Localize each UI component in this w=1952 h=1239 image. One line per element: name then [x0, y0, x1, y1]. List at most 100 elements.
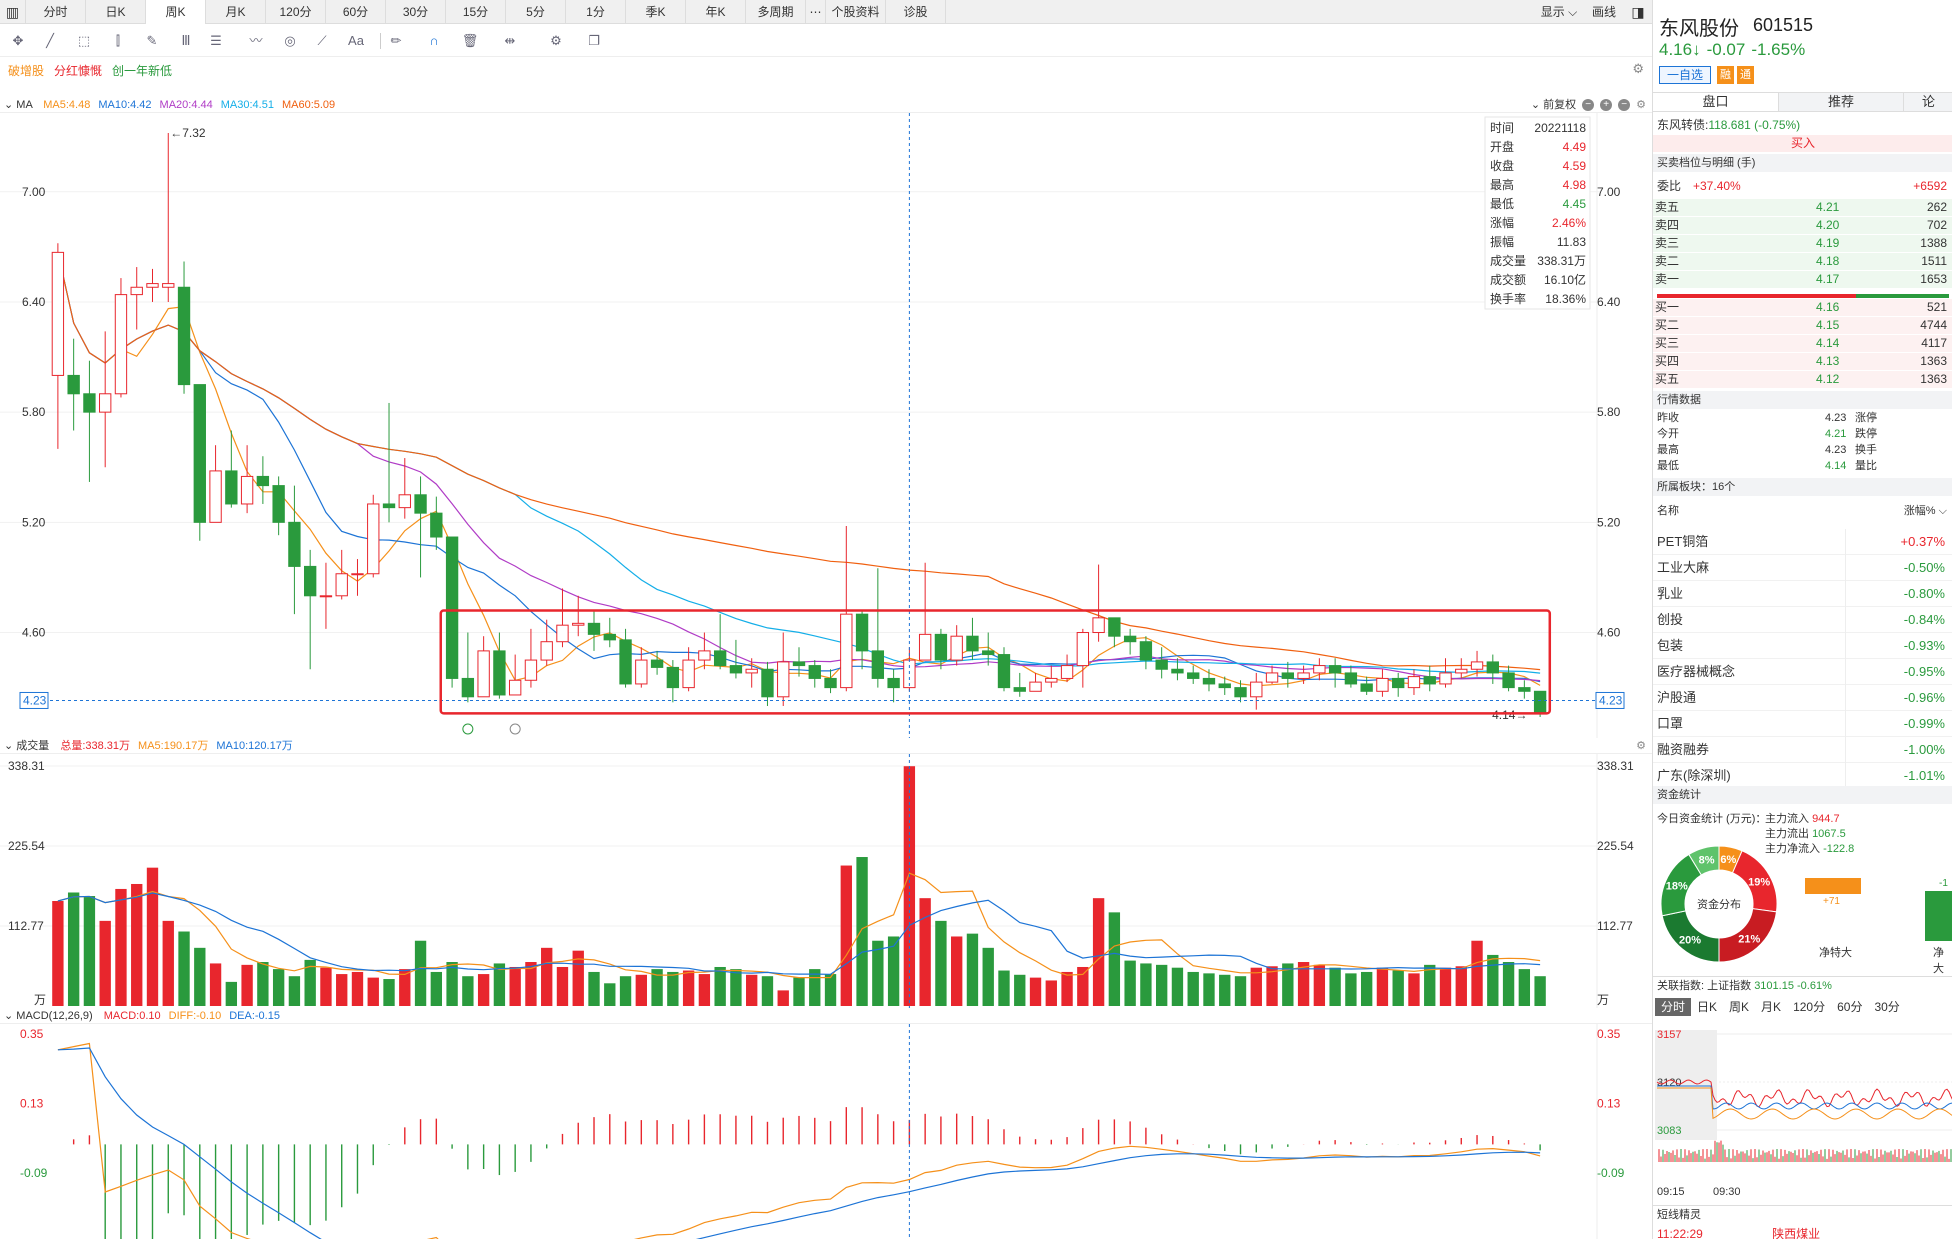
- tab-4[interactable]: 120分: [266, 0, 326, 24]
- panel-toggle-icon[interactable]: ◨: [1631, 3, 1645, 20]
- mini-tab-5[interactable]: 60分: [1837, 1000, 1863, 1014]
- right-tab-1[interactable]: 推荐: [1778, 93, 1903, 111]
- tool-13-icon[interactable]: 🗑: [461, 33, 479, 48]
- asks-row[interactable]: 卖五 4.21 262: [1653, 199, 1952, 216]
- candle: [67, 338, 80, 431]
- tab-13[interactable]: ⋯: [806, 0, 826, 24]
- sector-row[interactable]: 创投 -0.84%: [1653, 607, 1952, 633]
- draw-line-button[interactable]: 画线: [1591, 4, 1616, 19]
- ma-collapse-icon[interactable]: ⌄: [4, 99, 14, 111]
- tab-11[interactable]: 年K: [686, 0, 746, 24]
- layout-toggle-icon[interactable]: ▥: [0, 0, 26, 24]
- tab-2[interactable]: 周K: [146, 0, 206, 24]
- right-tab-2[interactable]: 论: [1903, 93, 1952, 111]
- tool-11-icon[interactable]: ✏: [390, 33, 402, 48]
- tag-2[interactable]: 创一年新低: [112, 64, 173, 78]
- candlestick-chart[interactable]: 7.00 7.00 6.40 6.40 5.80 5.80 5.20 5.20 4.60 4.60…: [0, 113, 1652, 738]
- tags-settings-icon[interactable]: ⚙: [1632, 61, 1644, 76]
- tool-4-icon[interactable]: ✎: [146, 33, 158, 48]
- bids-row[interactable]: 买一 4.16 521: [1653, 299, 1952, 316]
- tool-7-icon[interactable]: 〰: [249, 33, 263, 48]
- tab-10[interactable]: 季K: [626, 0, 686, 24]
- volume-collapse-icon[interactable]: ⌄: [4, 740, 14, 752]
- sector-row[interactable]: 融资融券 -1.00%: [1653, 737, 1952, 763]
- volume-unit-right: 万: [1597, 993, 1609, 1007]
- tab-0[interactable]: 分时: [26, 0, 86, 24]
- mini-tab-6[interactable]: 30分: [1874, 1000, 1900, 1014]
- sector-row[interactable]: 乳业 -0.80%: [1653, 581, 1952, 607]
- tab-5[interactable]: 60分: [326, 0, 386, 24]
- sector-row[interactable]: 沪股通 -0.96%: [1653, 685, 1952, 711]
- sector-row[interactable]: 工业大麻 -0.50%: [1653, 555, 1952, 581]
- candle: [556, 588, 569, 648]
- volume-chart[interactable]: 338.31 338.31 225.54 225.54 112.77 112.77 万 万: [0, 754, 1652, 1009]
- volume-settings-icon[interactable]: ⚙: [1636, 740, 1646, 752]
- mini-tab-1[interactable]: 日K: [1697, 1000, 1718, 1014]
- sector-row[interactable]: PET铜箔 +0.37%: [1653, 529, 1952, 555]
- tab-8[interactable]: 5分: [506, 0, 566, 24]
- candle: [177, 261, 191, 394]
- macd-chart[interactable]: 0.35 0.35 0.13 0.13 -0.09 -0.09: [0, 1024, 1652, 1239]
- tab-12[interactable]: 多周期: [746, 0, 806, 24]
- right-tab-0[interactable]: 盘口: [1653, 93, 1778, 111]
- tool-14-icon[interactable]: ⇹: [504, 33, 516, 48]
- asks-row[interactable]: 卖一 4.17 1653: [1653, 271, 1952, 288]
- asks-row[interactable]: 卖二 4.18 1511: [1653, 253, 1952, 270]
- candle: [650, 650, 664, 675]
- level-volume: 262: [1926, 200, 1947, 214]
- info-key: 成交量: [1490, 253, 1526, 268]
- buy-button[interactable]: 买入: [1653, 135, 1952, 152]
- tab-9[interactable]: 1分: [566, 0, 626, 24]
- sector-row[interactable]: 包装 -0.93%: [1653, 633, 1952, 659]
- sector-row[interactable]: 医疗器械概念 -0.95%: [1653, 659, 1952, 685]
- tool-5-icon[interactable]: Ⅲ: [181, 33, 191, 48]
- tool-16-icon[interactable]: ❐: [588, 33, 600, 48]
- tool-9-icon[interactable]: ⟋: [317, 33, 327, 48]
- asks-row[interactable]: 卖三 4.19 1388: [1653, 235, 1952, 252]
- bids-row[interactable]: 买二 4.15 4744: [1653, 317, 1952, 334]
- tab-14[interactable]: 个股资料: [826, 0, 886, 24]
- bids-row[interactable]: 买四 4.13 1363: [1653, 353, 1952, 370]
- level-price: 4.12: [1816, 372, 1840, 386]
- zoom-out-icon[interactable]: −: [1582, 99, 1595, 111]
- mini-tab-0[interactable]: 分时: [1655, 998, 1692, 1016]
- level-volume: 4117: [1921, 336, 1947, 350]
- sector-head-pct[interactable]: 涨幅% ⌵: [1903, 505, 1947, 517]
- tool-6-icon[interactable]: ☰: [210, 33, 222, 48]
- tab-1[interactable]: 日K: [86, 0, 146, 24]
- chart-settings-icon[interactable]: ⚙: [1636, 99, 1646, 111]
- adjust-dropdown[interactable]: ⌄ 前复权: [1530, 99, 1577, 111]
- tab-7[interactable]: 15分: [446, 0, 506, 24]
- event-marker-1[interactable]: [462, 723, 474, 735]
- donut-slice: [1688, 845, 1720, 876]
- tab-15[interactable]: 诊股: [886, 0, 946, 24]
- sector-row[interactable]: 口罩 -0.99%: [1653, 711, 1952, 737]
- watchlist-button[interactable]: 一自选: [1659, 66, 1711, 84]
- tool-1-icon[interactable]: ╱: [46, 33, 54, 48]
- asks-row[interactable]: 卖四 4.20 702: [1653, 217, 1952, 234]
- tag-0[interactable]: 破增股: [8, 64, 45, 78]
- sector-row[interactable]: 广东(除深圳) -1.01%: [1653, 763, 1952, 789]
- tool-15-icon[interactable]: ⚙: [550, 33, 562, 48]
- display-menu[interactable]: 显示 ⌵: [1540, 4, 1578, 19]
- tab-3[interactable]: 月K: [206, 0, 266, 24]
- mini-tab-2[interactable]: 周K: [1729, 1000, 1750, 1014]
- tag-1[interactable]: 分红慷慨: [54, 64, 103, 78]
- bids-row[interactable]: 买三 4.14 4117: [1653, 335, 1952, 352]
- zoom-in-icon[interactable]: +: [1600, 99, 1613, 111]
- tab-6[interactable]: 30分: [386, 0, 446, 24]
- macd-name: MACD(12,26,9): [16, 1010, 93, 1022]
- tool-0-icon[interactable]: ✥: [12, 33, 24, 48]
- macd-collapse-icon[interactable]: ⌄: [4, 1010, 14, 1022]
- tool-12-icon[interactable]: ∩: [429, 33, 439, 48]
- minimize-icon[interactable]: −: [1618, 99, 1631, 111]
- event-marker-2[interactable]: [509, 723, 521, 735]
- tool-8-icon[interactable]: ◎: [284, 33, 296, 48]
- tool-3-icon[interactable]: ⫿: [115, 33, 121, 48]
- candle: [713, 614, 727, 670]
- tool-10-icon[interactable]: Aa: [348, 33, 364, 48]
- mini-tab-4[interactable]: 120分: [1793, 1000, 1826, 1014]
- tool-2-icon[interactable]: ⬚: [77, 33, 91, 48]
- bids-row[interactable]: 买五 4.12 1363: [1653, 371, 1952, 388]
- mini-tab-3[interactable]: 月K: [1761, 1000, 1782, 1014]
